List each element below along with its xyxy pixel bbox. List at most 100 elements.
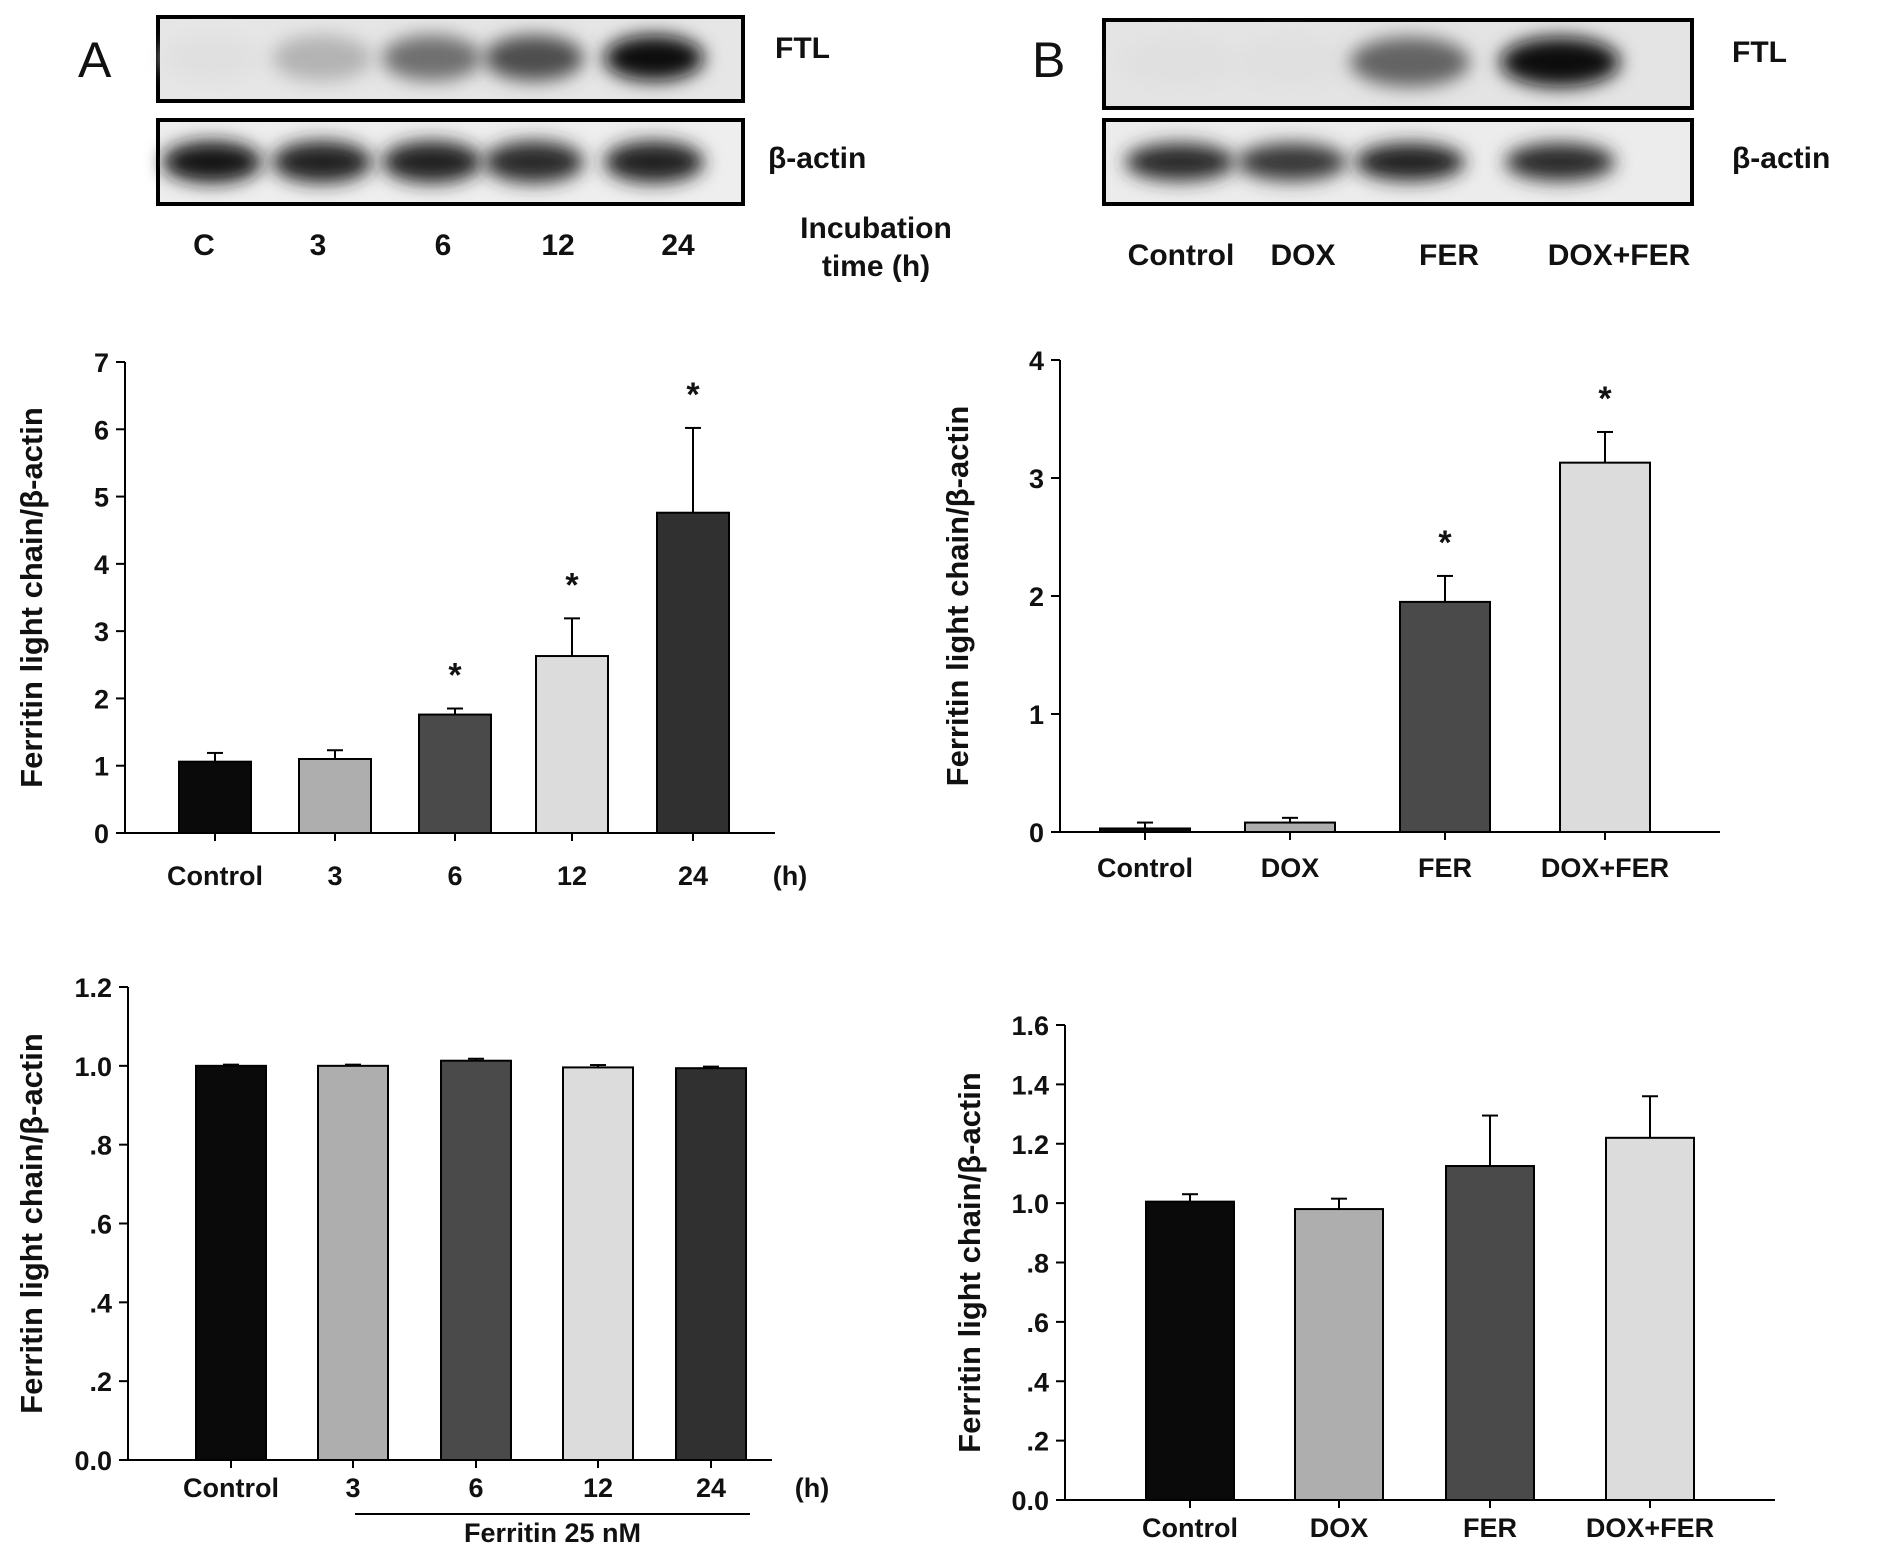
y-tick-label: 2 xyxy=(1029,582,1044,612)
x-category-label: 24 xyxy=(696,1473,726,1503)
significance-marker: * xyxy=(448,657,462,695)
y-tick-label: 7 xyxy=(94,348,109,378)
blot-band xyxy=(162,35,262,81)
blot-band xyxy=(382,141,482,183)
bar xyxy=(1559,461,1651,833)
x-category-label: 12 xyxy=(583,1473,613,1503)
panel-label-b: B xyxy=(1032,32,1065,88)
x-category-label: DOX xyxy=(1261,853,1320,883)
y-tick-label: 1.0 xyxy=(74,1052,112,1082)
bar xyxy=(1605,1136,1695,1501)
blot-b-row-label-actin: β-actin xyxy=(1732,142,1830,175)
blot-band xyxy=(1350,37,1470,87)
y-tick-label: 1.4 xyxy=(1011,1070,1049,1100)
y-tick-label: 0.0 xyxy=(74,1446,112,1476)
blot-b-lane-label: DOX xyxy=(1270,239,1335,272)
y-axis-label: Ferritin light chain/β-actin xyxy=(952,1072,987,1453)
y-tick-label: 6 xyxy=(94,415,109,445)
bar xyxy=(1399,600,1491,834)
x-category-label: FER xyxy=(1463,1513,1517,1543)
blot-a-lane-label: C xyxy=(193,229,215,262)
blot-a-lane-label: 3 xyxy=(310,229,327,262)
bar xyxy=(1099,827,1191,834)
significance-marker: * xyxy=(565,566,579,604)
y-tick-label: 1.6 xyxy=(1011,1011,1049,1041)
bar-chart-c: 0.0 .2 .4 .6 .8 1.0 1.2 Ferritin light chain/β-… xyxy=(14,973,829,1548)
bar xyxy=(1244,821,1336,833)
y-tick-label: 2 xyxy=(94,684,109,714)
bar xyxy=(317,1064,389,1462)
blot-b-lane-labels: Control DOX FER DOX+FER xyxy=(1128,239,1691,272)
y-tick-label: 1 xyxy=(1029,700,1044,730)
y-tick-label: 1.2 xyxy=(1011,1130,1049,1160)
bar xyxy=(298,757,372,834)
y-tick-label: .6 xyxy=(89,1210,112,1240)
y-tick-label: 4 xyxy=(94,550,109,580)
blot-b-row-label-ftl: FTL xyxy=(1732,36,1787,69)
blot-panel-a: A FTL β-actin C 3 6 12 24 Incubation time (h… xyxy=(78,15,952,283)
significance-marker: * xyxy=(686,376,700,414)
blot-band xyxy=(484,35,584,81)
blot-b-lane-label: Control xyxy=(1128,239,1235,272)
blot-band xyxy=(1232,37,1352,87)
blot-band xyxy=(162,141,262,183)
blot-band xyxy=(604,141,704,183)
y-tick-label: 3 xyxy=(94,617,109,647)
significance-marker: * xyxy=(1598,380,1612,418)
blot-panel-b: B FTL β-actin Control DOX FER DOX+FER xyxy=(1032,18,1830,272)
bar xyxy=(418,713,492,835)
y-tick-label: .2 xyxy=(1026,1427,1049,1457)
blot-b-ftl-bands xyxy=(1120,37,1620,87)
x-category-label: FER xyxy=(1418,853,1472,883)
blot-a-actin-bands xyxy=(162,141,704,183)
blot-b-lane-label: FER xyxy=(1419,239,1479,272)
blot-band xyxy=(382,35,482,81)
y-tick-label: 5 xyxy=(94,483,109,513)
x-unit-label: (h) xyxy=(773,861,807,891)
blot-band xyxy=(272,141,372,183)
x-category-label: DOX+FER xyxy=(1586,1513,1714,1543)
y-tick-label: 0 xyxy=(94,819,109,849)
x-category-label: 6 xyxy=(468,1473,483,1503)
blot-a-row-label-actin: β-actin xyxy=(768,142,866,175)
blot-a-axis-label-line2: time (h) xyxy=(822,250,930,283)
blot-band xyxy=(1125,143,1235,181)
y-tick-label: 3 xyxy=(1029,464,1044,494)
y-axis-label: Ferritin light chain/β-actin xyxy=(940,406,975,787)
bar-chart-d: 0.0 .2 .4 .6 .8 1.0 1.2 1.4 1.6 Ferritin light ch… xyxy=(952,1011,1775,1543)
bar xyxy=(1445,1165,1535,1501)
blot-b-lane-label: DOX+FER xyxy=(1548,239,1691,272)
x-category-label: DOX+FER xyxy=(1541,853,1669,883)
bar xyxy=(1145,1200,1235,1501)
y-tick-label: 1.0 xyxy=(1011,1189,1049,1219)
x-category-label: Control xyxy=(167,861,263,891)
x-category-label: Control xyxy=(1097,853,1193,883)
bar xyxy=(535,655,609,834)
y-tick-label: 0 xyxy=(1029,818,1044,848)
bar xyxy=(656,511,730,834)
y-tick-label: 4 xyxy=(1029,346,1044,376)
blot-a-lane-label: 6 xyxy=(435,229,452,262)
bar xyxy=(178,760,252,834)
x-category-label: Control xyxy=(183,1473,279,1503)
y-tick-label: 1 xyxy=(94,752,109,782)
blot-band xyxy=(272,35,372,81)
bar xyxy=(195,1064,267,1462)
blot-band xyxy=(1120,37,1240,87)
panel-label-a: A xyxy=(78,32,112,88)
group-label: Ferritin 25 nM xyxy=(464,1518,641,1548)
blot-band xyxy=(484,141,584,183)
x-category-label: 12 xyxy=(557,861,587,891)
y-tick-label: .2 xyxy=(89,1367,112,1397)
blot-a-ftl-bands xyxy=(162,35,704,81)
y-axis-label: Ferritin light chain/β-actin xyxy=(14,1033,49,1414)
y-axis-label: Ferritin light chain/β-actin xyxy=(14,407,49,788)
y-tick-label: 1.2 xyxy=(74,973,112,1003)
y-tick-label: .6 xyxy=(1026,1308,1049,1338)
x-category-label: 3 xyxy=(327,861,342,891)
bar xyxy=(1294,1208,1384,1501)
y-tick-label: .4 xyxy=(1026,1367,1049,1397)
blot-band xyxy=(1505,143,1615,181)
